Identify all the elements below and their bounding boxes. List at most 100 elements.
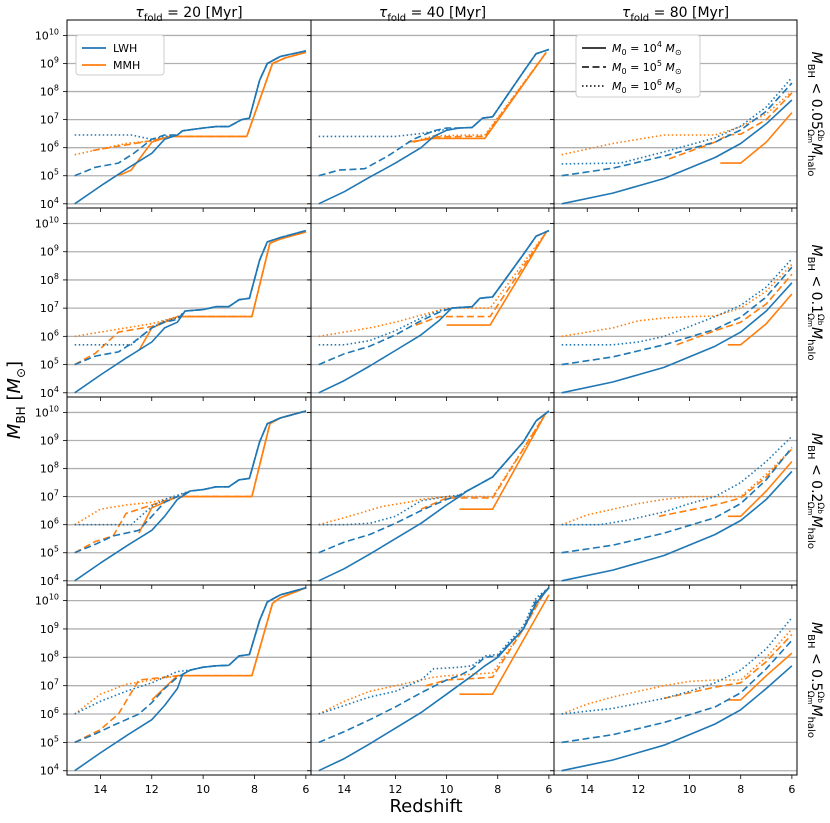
row-title: MBH < 0.05ΩbΩmMhalo <box>805 52 825 177</box>
column-title: τfold = 40 [Myr] <box>379 5 486 24</box>
row-title-text: MBH < 0.5ΩbΩmMhalo <box>805 622 825 738</box>
y-tick-label: 1010 <box>35 404 59 419</box>
series-line-lwh-m0-1e4 <box>561 470 793 582</box>
column-title: τfold = 80 [Myr] <box>622 5 729 24</box>
y-axis-label: MBH [M⊙] <box>4 361 28 439</box>
y-tick-label: 104 <box>40 196 59 211</box>
panel-r1-c2 <box>307 19 555 212</box>
series-line-lwh-m0-1e4 <box>74 229 307 394</box>
x-tick-label: 6 <box>545 783 552 796</box>
series-line-mmh-m0-1e4 <box>138 231 307 351</box>
curves <box>318 48 550 205</box>
panel-r2-c1: 104 105 106 107 108 109 1010 <box>35 207 312 401</box>
legend-label-mmh: MMH <box>113 59 140 72</box>
series-line-lwh-m0-1e5 <box>561 447 793 554</box>
series-line-lwh-m0-1e4 <box>318 229 550 394</box>
series-line-lwh-m0-1e5 <box>318 48 550 177</box>
series-line-mmh-m0-1e5 <box>74 410 307 554</box>
series-line-mmh-m0-1e4 <box>138 410 307 534</box>
series-line-mmh-m0-1e4 <box>459 594 550 696</box>
y-tick-label: 108 <box>40 272 59 287</box>
series-line-mmh-m0-1e5 <box>420 411 547 510</box>
series-line-lwh-m0-1e6 <box>561 435 793 526</box>
y-tick-label: 1010 <box>35 216 59 231</box>
series-line-mmh-m0-1e6 <box>561 263 793 338</box>
y-tick-label: 109 <box>40 55 59 70</box>
x-axis-label: Redshift <box>389 796 462 817</box>
series-line-mmh-m0-1e6 <box>318 588 547 715</box>
row-title-text: MBH < 0.05ΩbΩmMhalo <box>805 52 825 177</box>
y-tick-label: 108 <box>40 461 59 476</box>
curves <box>318 410 550 582</box>
series-line-mmh-m0-1e4 <box>446 231 547 326</box>
y-tick-label: 106 <box>40 328 59 343</box>
x-tick-label: 6 <box>302 783 309 796</box>
x-tick-label: 8 <box>737 783 744 796</box>
panel-frame <box>553 207 798 398</box>
series-line-mmh-m0-1e4 <box>727 652 793 701</box>
series-line-mmh-m0-1e4 <box>727 460 793 518</box>
y-tick-label: 105 <box>40 734 59 749</box>
y-tick-label: 109 <box>40 244 59 259</box>
panel-frame <box>310 19 555 209</box>
column-title: τfold = 20 [Myr] <box>135 5 242 24</box>
series-line-lwh-m0-1e6 <box>561 76 793 165</box>
curves <box>318 229 550 394</box>
panel-r2-c3 <box>550 207 798 401</box>
y-axis-label-text: MBH [M⊙] <box>4 361 28 439</box>
series-line-lwh-m0-1e6 <box>74 229 307 346</box>
y-tick-label: 106 <box>40 706 59 721</box>
series-line-lwh-m0-1e4 <box>74 587 307 772</box>
curves <box>561 617 793 772</box>
y-tick-label: 108 <box>40 649 59 664</box>
y-tick-label: 107 <box>40 678 59 693</box>
panel-r4-c2: 14 12 10 8 6 <box>307 584 555 796</box>
series-line-mmh-m0-1e4 <box>727 293 793 346</box>
x-tick-label: 12 <box>388 783 402 796</box>
series-line-mmh-m0-1e6 <box>74 51 307 156</box>
legend-label-m0-1e6: M0 = 106 M⊙ <box>612 78 682 95</box>
legend-label-m0-1e5: M0 = 105 M⊙ <box>612 59 682 76</box>
series-line-mmh-m0-1e6 <box>561 448 793 526</box>
curves <box>561 76 793 205</box>
curves <box>74 587 307 772</box>
series-line-lwh-m0-1e4 <box>561 99 793 205</box>
panel-frame <box>310 207 555 398</box>
x-tick-label: 6 <box>788 783 795 796</box>
series-line-lwh-m0-1e4 <box>561 282 793 394</box>
y-tick-label: 1010 <box>35 593 59 608</box>
series-line-lwh-m0-1e6 <box>74 587 307 715</box>
series-line-lwh-m0-1e6 <box>318 410 550 526</box>
series-line-lwh-m0-1e4 <box>318 410 550 582</box>
panel-r3-c1: 104 105 106 107 108 109 1010 <box>35 396 312 589</box>
curves <box>74 410 307 582</box>
row-title: MBH < 0.1ΩbΩmMhalo <box>805 245 825 361</box>
panel-frame <box>310 396 555 586</box>
curves <box>74 229 307 394</box>
series-line-lwh-m0-1e5 <box>74 410 307 554</box>
y-tick-label: 104 <box>40 763 59 778</box>
series-line-mmh-m0-1e5 <box>425 588 547 687</box>
series-line-mmh-m0-1e6 <box>561 628 793 715</box>
y-tick-label: 106 <box>40 140 59 155</box>
legend-label-lwh: LWH <box>113 42 137 55</box>
panel-r3-c3 <box>550 396 798 589</box>
series-line-lwh-m0-1e4 <box>318 48 550 205</box>
series-line-lwh-m0-1e5 <box>561 639 793 744</box>
series-line-lwh-m0-1e6 <box>318 229 550 346</box>
series-line-mmh-m0-1e6 <box>74 410 307 526</box>
series-line-lwh-m0-1e5 <box>74 587 307 744</box>
series-line-lwh-m0-1e6 <box>74 410 307 526</box>
y-tick-label: 1010 <box>35 27 59 42</box>
legend-box <box>575 34 701 98</box>
curves <box>561 258 793 394</box>
y-tick-label: 109 <box>40 621 59 636</box>
y-tick-label: 107 <box>40 489 59 504</box>
series-line-lwh-m0-1e6 <box>318 587 550 715</box>
series-line-lwh-m0-1e5 <box>318 229 550 366</box>
series-line-mmh-m0-1e5 <box>663 634 793 700</box>
x-tick-label: 8 <box>251 783 258 796</box>
series-line-mmh-m0-1e6 <box>74 587 307 715</box>
